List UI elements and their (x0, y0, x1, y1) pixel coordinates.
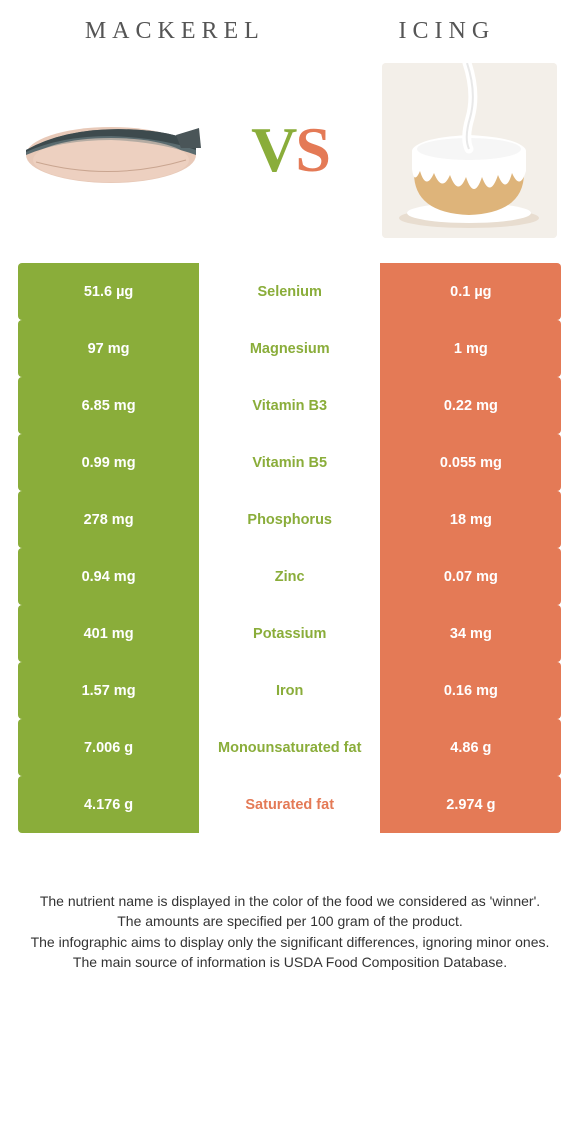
right-value: 1 mg (380, 320, 561, 377)
footer-line-4: The main source of information is USDA F… (28, 952, 552, 972)
nutrient-label: Selenium (199, 263, 380, 320)
nutrient-row: 278 mgPhosphorus18 mg (18, 491, 562, 548)
left-value: 97 mg (18, 320, 199, 377)
vs-label: VS (251, 113, 329, 187)
right-value: 0.16 mg (380, 662, 561, 719)
left-value: 7.006 g (18, 719, 199, 776)
nutrient-label: Vitamin B5 (199, 434, 380, 491)
nutrient-row: 97 mgMagnesium1 mg (18, 320, 562, 377)
nutrient-row: 51.6 µgSelenium0.1 µg (18, 263, 562, 320)
right-value: 0.22 mg (380, 377, 561, 434)
nutrient-label: Saturated fat (199, 776, 380, 833)
infographic-container: MACKEREL ICING VS (0, 0, 580, 992)
right-value: 0.07 mg (380, 548, 561, 605)
right-value: 18 mg (380, 491, 561, 548)
nutrient-row: 7.006 gMonounsaturated fat4.86 g (18, 719, 562, 776)
nutrient-label: Monounsaturated fat (199, 719, 380, 776)
nutrient-label: Iron (199, 662, 380, 719)
left-value: 51.6 µg (18, 263, 199, 320)
right-value: 4.86 g (380, 719, 561, 776)
nutrient-table: 51.6 µgSelenium0.1 µg97 mgMagnesium1 mg6… (18, 263, 562, 833)
left-value: 0.94 mg (18, 548, 199, 605)
vs-v-letter: V (251, 114, 295, 185)
nutrient-label: Potassium (199, 605, 380, 662)
left-value: 401 mg (18, 605, 199, 662)
left-value: 1.57 mg (18, 662, 199, 719)
footer-line-3: The infographic aims to display only the… (28, 932, 552, 952)
left-value: 4.176 g (18, 776, 199, 833)
nutrient-label: Magnesium (199, 320, 380, 377)
right-value: 34 mg (380, 605, 561, 662)
nutrient-row: 0.94 mgZinc0.07 mg (18, 548, 562, 605)
nutrient-label: Phosphorus (199, 491, 380, 548)
footer-notes: The nutrient name is displayed in the co… (18, 891, 562, 992)
nutrient-label: Zinc (199, 548, 380, 605)
nutrient-row: 0.99 mgVitamin B50.055 mg (18, 434, 562, 491)
vs-s-letter: S (295, 114, 329, 185)
right-food-title: ICING (399, 18, 496, 45)
left-value: 0.99 mg (18, 434, 199, 491)
header-row: MACKEREL ICING (18, 18, 562, 45)
nutrient-row: 6.85 mgVitamin B30.22 mg (18, 377, 562, 434)
left-value: 278 mg (18, 491, 199, 548)
footer-line-1: The nutrient name is displayed in the co… (28, 891, 552, 911)
nutrient-row: 401 mgPotassium34 mg (18, 605, 562, 662)
images-row: VS (18, 55, 562, 245)
cake-icon (382, 63, 557, 238)
right-value: 0.055 mg (380, 434, 561, 491)
left-food-title: MACKEREL (85, 18, 265, 45)
nutrient-row: 4.176 gSaturated fat2.974 g (18, 776, 562, 833)
footer-line-2: The amounts are specified per 100 gram o… (28, 911, 552, 931)
right-value: 0.1 µg (380, 263, 561, 320)
nutrient-row: 1.57 mgIron0.16 mg (18, 662, 562, 719)
icing-image (377, 63, 562, 238)
right-value: 2.974 g (380, 776, 561, 833)
mackerel-image (18, 63, 203, 238)
nutrient-label: Vitamin B3 (199, 377, 380, 434)
left-value: 6.85 mg (18, 377, 199, 434)
fish-icon (21, 100, 201, 200)
